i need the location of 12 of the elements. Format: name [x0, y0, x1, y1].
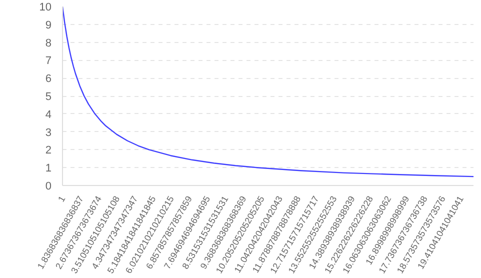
line-series [62, 6, 474, 178]
y-tick-label: 10 [39, 2, 52, 14]
y-tick-label: 9 [45, 19, 52, 32]
y-tick-label: 0 [45, 180, 52, 192]
y-tick-label: 8 [45, 37, 52, 50]
y-tick-label: 7 [45, 55, 52, 68]
y-tick-label: 5 [45, 91, 52, 103]
y-tick-label: 2 [45, 144, 52, 157]
y-tick-label: 6 [45, 73, 52, 86]
y-tick-label: 4 [45, 108, 52, 121]
y-tick-label: 3 [45, 126, 52, 139]
y-tick-label: 1 [45, 162, 52, 175]
